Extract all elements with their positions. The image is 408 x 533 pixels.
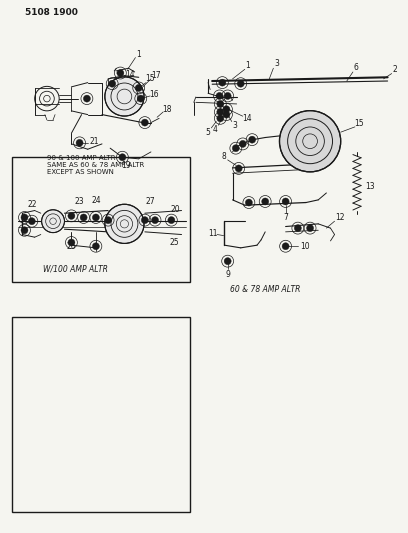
Circle shape bbox=[217, 100, 224, 108]
Text: 2: 2 bbox=[392, 65, 397, 74]
Circle shape bbox=[105, 204, 144, 244]
Text: 21: 21 bbox=[89, 137, 99, 146]
Text: 15: 15 bbox=[354, 119, 364, 128]
Circle shape bbox=[219, 79, 226, 86]
Circle shape bbox=[42, 210, 64, 232]
Circle shape bbox=[239, 140, 246, 148]
Circle shape bbox=[232, 144, 239, 152]
Circle shape bbox=[135, 84, 142, 92]
Circle shape bbox=[141, 119, 149, 126]
Circle shape bbox=[92, 214, 100, 221]
Circle shape bbox=[92, 243, 100, 250]
Text: 12: 12 bbox=[335, 213, 344, 222]
Circle shape bbox=[105, 77, 144, 116]
Text: 14: 14 bbox=[242, 114, 252, 123]
Circle shape bbox=[223, 111, 230, 118]
Circle shape bbox=[245, 199, 253, 206]
Circle shape bbox=[119, 154, 126, 161]
Circle shape bbox=[83, 95, 91, 102]
Text: 24: 24 bbox=[91, 196, 101, 205]
Text: 14: 14 bbox=[125, 70, 135, 78]
Text: 1: 1 bbox=[246, 61, 251, 69]
Circle shape bbox=[262, 198, 269, 205]
Circle shape bbox=[224, 92, 231, 100]
Text: 9: 9 bbox=[225, 270, 230, 279]
Circle shape bbox=[104, 216, 112, 224]
Text: 4: 4 bbox=[213, 125, 217, 134]
Circle shape bbox=[68, 239, 75, 246]
Text: 27: 27 bbox=[145, 197, 155, 206]
Text: 13: 13 bbox=[366, 182, 375, 191]
Text: 11: 11 bbox=[208, 229, 218, 238]
Circle shape bbox=[237, 80, 244, 87]
Circle shape bbox=[282, 243, 289, 250]
Circle shape bbox=[279, 111, 341, 172]
Circle shape bbox=[223, 106, 230, 113]
Text: 20: 20 bbox=[171, 205, 180, 214]
Circle shape bbox=[76, 139, 83, 147]
Text: 16: 16 bbox=[149, 90, 159, 99]
Text: 6: 6 bbox=[353, 63, 358, 72]
Text: 60 & 78 AMP ALTR: 60 & 78 AMP ALTR bbox=[230, 285, 300, 294]
Circle shape bbox=[216, 92, 223, 100]
Text: 19: 19 bbox=[121, 161, 131, 169]
Circle shape bbox=[21, 214, 28, 221]
Text: W/100 AMP ALTR: W/100 AMP ALTR bbox=[43, 265, 108, 273]
Circle shape bbox=[306, 224, 314, 232]
Text: 25: 25 bbox=[170, 238, 180, 247]
Circle shape bbox=[235, 165, 242, 172]
Circle shape bbox=[217, 108, 224, 116]
Text: 10: 10 bbox=[300, 242, 310, 251]
Text: 90 & 100 AMP ALTR
SAME AS 60 & 78 AMP ALTR
EXCEPT AS SHOWN: 90 & 100 AMP ALTR SAME AS 60 & 78 AMP AL… bbox=[47, 155, 144, 175]
Circle shape bbox=[217, 115, 224, 122]
Circle shape bbox=[224, 257, 231, 265]
Text: 15: 15 bbox=[145, 75, 155, 83]
Circle shape bbox=[28, 217, 35, 225]
Circle shape bbox=[109, 80, 116, 87]
Text: 3: 3 bbox=[274, 60, 279, 68]
Text: 3: 3 bbox=[232, 121, 237, 130]
Text: 5108 1900: 5108 1900 bbox=[25, 8, 78, 17]
Circle shape bbox=[141, 216, 149, 224]
Text: 5: 5 bbox=[206, 128, 211, 136]
Text: 23: 23 bbox=[75, 197, 84, 206]
Circle shape bbox=[137, 95, 144, 102]
Text: 26: 26 bbox=[67, 242, 76, 251]
Circle shape bbox=[282, 198, 289, 205]
Text: 7: 7 bbox=[283, 213, 288, 222]
Bar bbox=[12, 317, 190, 512]
Circle shape bbox=[168, 216, 175, 224]
Circle shape bbox=[117, 69, 124, 77]
Text: 18: 18 bbox=[162, 105, 172, 114]
Text: 1: 1 bbox=[136, 51, 141, 59]
Circle shape bbox=[294, 224, 302, 232]
Circle shape bbox=[68, 212, 75, 220]
Circle shape bbox=[80, 214, 87, 221]
Text: 17: 17 bbox=[151, 71, 161, 79]
Circle shape bbox=[248, 136, 256, 143]
Circle shape bbox=[151, 216, 159, 224]
Text: 8: 8 bbox=[221, 152, 226, 161]
Bar bbox=[12, 157, 190, 282]
Circle shape bbox=[21, 227, 28, 234]
Text: 22: 22 bbox=[27, 200, 37, 208]
